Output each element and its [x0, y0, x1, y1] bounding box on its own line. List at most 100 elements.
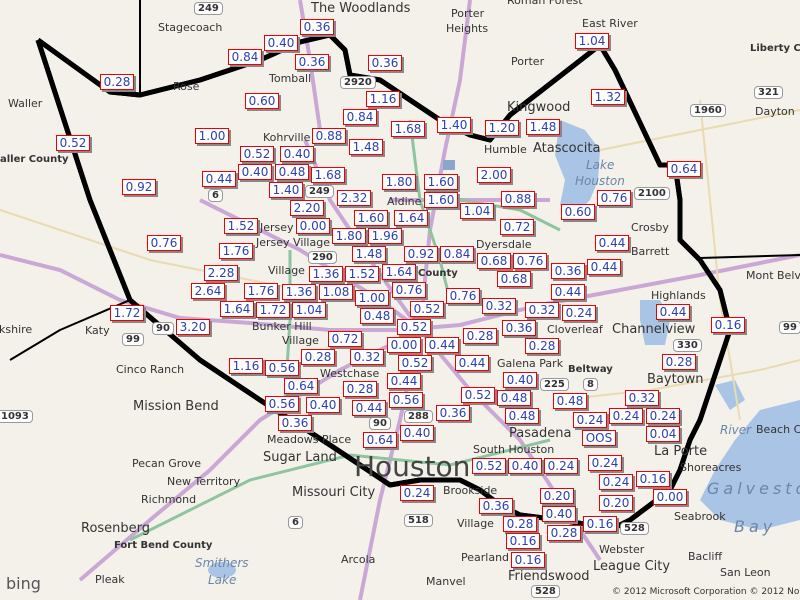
- rainfall-value-label[interactable]: 1.52: [224, 218, 258, 234]
- rainfall-value-label[interactable]: 1.04: [575, 33, 609, 49]
- rainfall-value-label[interactable]: 0.92: [404, 246, 438, 262]
- rainfall-value-label[interactable]: 0.92: [122, 179, 156, 195]
- rainfall-value-label[interactable]: 1.60: [424, 174, 458, 190]
- rainfall-value-label[interactable]: 0.84: [440, 246, 474, 262]
- rainfall-value-label[interactable]: 0.56: [265, 360, 299, 376]
- rainfall-value-label[interactable]: 1.72: [256, 302, 290, 318]
- rainfall-value-label[interactable]: 0.52: [410, 301, 444, 317]
- rainfall-value-label[interactable]: 1.00: [355, 290, 389, 306]
- rainfall-value-label[interactable]: 0.52: [397, 319, 431, 335]
- rainfall-value-label[interactable]: 0.44: [551, 284, 585, 300]
- rainfall-value-label[interactable]: 0.36: [300, 19, 334, 35]
- rainfall-value-label[interactable]: 0.40: [508, 458, 542, 474]
- rainfall-value-label[interactable]: 0.84: [228, 49, 262, 65]
- rainfall-value-label[interactable]: 0.36: [551, 263, 585, 279]
- rainfall-value-label[interactable]: 0.40: [306, 397, 340, 413]
- rainfall-value-label[interactable]: 1.20: [485, 120, 519, 136]
- rainfall-value-label[interactable]: 0.52: [472, 458, 506, 474]
- rainfall-value-label[interactable]: 0.16: [511, 552, 545, 568]
- rainfall-value-label[interactable]: 0.16: [506, 533, 540, 549]
- rainfall-value-label[interactable]: 0.24: [599, 474, 633, 490]
- rainfall-value-label[interactable]: 0.84: [343, 109, 377, 125]
- rainfall-value-label[interactable]: 0.48: [275, 164, 309, 180]
- rainfall-value-label[interactable]: 2.64: [191, 283, 225, 299]
- rainfall-value-label[interactable]: 0.04: [646, 426, 680, 442]
- rainfall-value-label[interactable]: 1.36: [282, 284, 316, 300]
- rainfall-value-label[interactable]: 0.20: [599, 495, 633, 511]
- rainfall-value-label[interactable]: 0.64: [667, 161, 701, 177]
- rainfall-value-label[interactable]: 0.48: [360, 308, 394, 324]
- rainfall-value-label[interactable]: 0.88: [312, 128, 346, 144]
- rainfall-value-label[interactable]: 1.08: [319, 284, 353, 300]
- rainfall-value-label[interactable]: 0.68: [477, 253, 511, 269]
- rainfall-value-label[interactable]: 0.28: [503, 516, 537, 532]
- rainfall-value-label[interactable]: 1.60: [354, 210, 388, 226]
- rainfall-value-label[interactable]: 0.36: [295, 54, 329, 70]
- rainfall-value-label[interactable]: 0.68: [497, 271, 531, 287]
- rainfall-value-label[interactable]: 0.76: [597, 190, 631, 206]
- rainfall-value-label[interactable]: 0.56: [265, 396, 299, 412]
- rainfall-value-label[interactable]: 2.20: [290, 200, 324, 216]
- rainfall-value-label[interactable]: 0.56: [389, 392, 423, 408]
- rainfall-value-label[interactable]: 0.60: [561, 204, 595, 220]
- rainfall-value-label[interactable]: 0.16: [711, 317, 745, 333]
- rainfall-value-label[interactable]: 2.28: [204, 265, 238, 281]
- rainfall-value-label[interactable]: 0.36: [368, 55, 402, 71]
- rainfall-value-label[interactable]: 1.04: [460, 203, 494, 219]
- rainfall-value-label[interactable]: 0.64: [363, 432, 397, 448]
- rainfall-value-label[interactable]: 0.44: [425, 337, 459, 353]
- rainfall-value-label[interactable]: 0.40: [264, 35, 298, 51]
- rainfall-value-label[interactable]: 1.64: [220, 301, 254, 317]
- rainfall-value-label[interactable]: 0.00: [653, 489, 687, 505]
- rainfall-value-label[interactable]: 0.36: [436, 405, 470, 421]
- rainfall-value-label[interactable]: OOS: [582, 430, 616, 446]
- rainfall-value-label[interactable]: 0.28: [343, 381, 377, 397]
- rainfall-value-label[interactable]: 0.48: [553, 393, 587, 409]
- rainfall-value-label[interactable]: 1.32: [591, 89, 625, 105]
- rainfall-value-label[interactable]: 0.00: [296, 218, 330, 234]
- rainfall-value-label[interactable]: 2.32: [337, 190, 371, 206]
- rainfall-value-label[interactable]: 1.00: [195, 128, 229, 144]
- rainfall-value-label[interactable]: 0.32: [482, 298, 516, 314]
- rainfall-value-label[interactable]: 0.44: [656, 304, 690, 320]
- rainfall-value-label[interactable]: 0.52: [461, 387, 495, 403]
- rainfall-value-label[interactable]: 0.44: [387, 373, 421, 389]
- rainfall-value-label[interactable]: 1.80: [332, 228, 366, 244]
- rainfall-value-label[interactable]: 0.44: [352, 400, 386, 416]
- rainfall-value-label[interactable]: 0.40: [503, 372, 537, 388]
- rainfall-value-label[interactable]: 0.40: [542, 506, 576, 522]
- rainfall-value-label[interactable]: 0.40: [238, 164, 272, 180]
- rainfall-value-label[interactable]: 1.60: [424, 192, 458, 208]
- rainfall-value-label[interactable]: 1.68: [391, 121, 425, 137]
- rainfall-value-label[interactable]: 1.16: [229, 358, 263, 374]
- rainfall-value-label[interactable]: 0.76: [392, 282, 426, 298]
- rainfall-value-label[interactable]: 0.52: [240, 146, 274, 162]
- rainfall-value-label[interactable]: 0.24: [646, 408, 680, 424]
- rainfall-value-label[interactable]: 0.52: [56, 135, 90, 151]
- rainfall-value-label[interactable]: 0.24: [544, 458, 578, 474]
- rainfall-value-label[interactable]: 0.28: [100, 74, 134, 90]
- rainfall-value-label[interactable]: 0.36: [278, 415, 312, 431]
- rainfall-value-label[interactable]: 0.40: [400, 425, 434, 441]
- rainfall-value-label[interactable]: 0.28: [547, 525, 581, 541]
- rainfall-value-label[interactable]: 1.04: [292, 302, 326, 318]
- rainfall-value-label[interactable]: 0.40: [280, 146, 314, 162]
- rainfall-value-label[interactable]: 1.52: [345, 266, 379, 282]
- rainfall-value-label[interactable]: 1.72: [110, 305, 144, 321]
- rainfall-value-label[interactable]: 1.96: [368, 228, 402, 244]
- rainfall-value-label[interactable]: 0.76: [513, 253, 547, 269]
- rainfall-value-label[interactable]: 0.32: [525, 302, 559, 318]
- rainfall-value-label[interactable]: 1.40: [437, 117, 471, 133]
- rainfall-value-label[interactable]: 0.24: [400, 485, 434, 501]
- rainfall-value-label[interactable]: 1.48: [526, 119, 560, 135]
- rainfall-value-label[interactable]: 0.16: [636, 471, 670, 487]
- rainfall-value-label[interactable]: 0.44: [587, 259, 621, 275]
- rainfall-value-label[interactable]: 0.72: [328, 331, 362, 347]
- rainfall-value-label[interactable]: 0.48: [497, 390, 531, 406]
- rainfall-value-label[interactable]: 0.44: [455, 355, 489, 371]
- rainfall-value-label[interactable]: 1.80: [382, 174, 416, 190]
- rainfall-value-label[interactable]: 2.00: [477, 167, 511, 183]
- rainfall-value-label[interactable]: 1.64: [394, 210, 428, 226]
- rainfall-value-label[interactable]: 1.16: [366, 91, 400, 107]
- rainfall-value-label[interactable]: 1.64: [382, 264, 416, 280]
